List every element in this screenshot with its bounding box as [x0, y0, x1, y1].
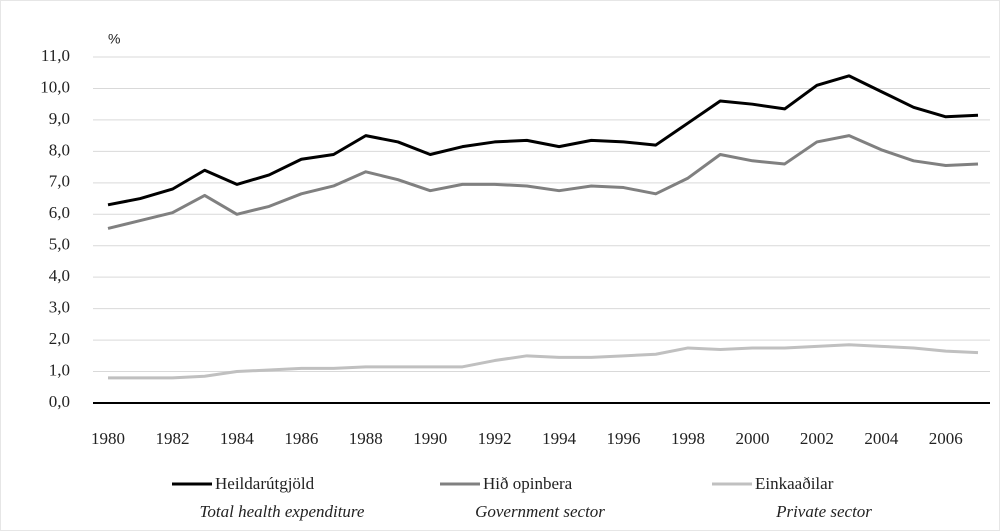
x-tick-label: 2006 [929, 429, 963, 448]
legend-label: Heildarútgjöld [215, 474, 315, 493]
legend-label-en: Total health expenditure [200, 502, 365, 521]
y-tick-label: 11,0 [41, 46, 70, 65]
x-tick-label: 1990 [413, 429, 447, 448]
y-tick-label: 5,0 [49, 235, 70, 254]
y-tick-label: 1,0 [49, 360, 70, 379]
x-tick-label: 1982 [155, 429, 189, 448]
y-tick-label: 10,0 [40, 77, 70, 96]
y-tick-label: 6,0 [49, 203, 70, 222]
x-tick-label: 1996 [607, 429, 641, 448]
x-tick-label: 1986 [284, 429, 318, 448]
y-tick-label: 2,0 [49, 329, 70, 348]
legend-label-en: Government sector [475, 502, 605, 521]
x-tick-label: 1998 [671, 429, 705, 448]
series-line [108, 343, 979, 380]
x-tick-label: 2004 [864, 429, 899, 448]
series-line [107, 74, 979, 207]
y-tick-label: 3,0 [49, 298, 70, 317]
x-tick-label: 1984 [220, 429, 255, 448]
y-tick-label: 0,0 [49, 392, 70, 411]
y-tick-label: 7,0 [49, 172, 70, 191]
y-unit: % [108, 31, 120, 47]
x-tick-label: 1980 [91, 429, 125, 448]
x-tick-label: 1994 [542, 429, 577, 448]
legend-label-en: Private sector [775, 502, 872, 521]
series-line [107, 134, 979, 230]
x-tick-label: 2000 [735, 429, 769, 448]
x-tick-label: 1992 [478, 429, 512, 448]
y-tick-label: 4,0 [49, 266, 70, 285]
x-tick-label: 1988 [349, 429, 383, 448]
legend-label: Einkaaðilar [755, 474, 834, 493]
legend-label: Hið opinbera [483, 474, 573, 493]
y-tick-label: 9,0 [49, 109, 70, 128]
x-tick-label: 2002 [800, 429, 834, 448]
y-tick-label: 8,0 [49, 140, 70, 159]
